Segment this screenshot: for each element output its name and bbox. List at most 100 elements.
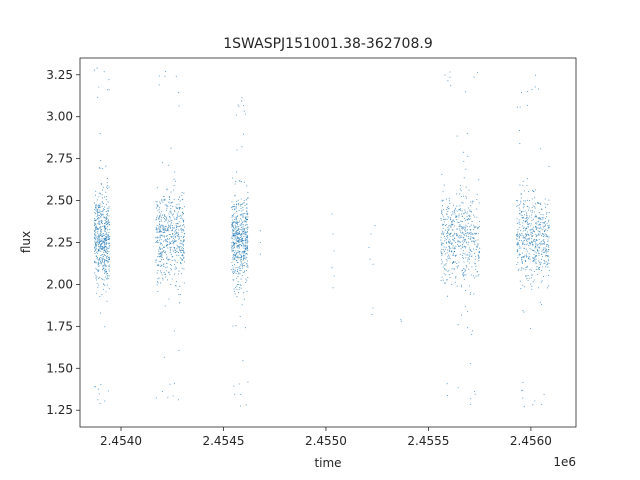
data-point — [537, 246, 539, 248]
data-point — [467, 207, 469, 209]
data-point — [527, 233, 529, 235]
data-point — [524, 259, 526, 261]
data-point — [241, 96, 243, 99]
data-point — [181, 259, 183, 261]
data-point — [172, 395, 174, 397]
data-point — [460, 209, 462, 211]
y-tick-label: 1.25 — [46, 403, 73, 417]
data-point — [531, 214, 533, 216]
data-point — [545, 255, 547, 257]
data-point — [471, 202, 473, 204]
data-point — [160, 254, 162, 256]
data-point — [155, 237, 157, 239]
data-point — [101, 269, 104, 271]
data-point — [98, 243, 100, 245]
data-point — [103, 268, 105, 270]
data-point — [240, 262, 242, 264]
data-point — [244, 247, 247, 249]
data-point — [169, 264, 172, 266]
data-point — [246, 232, 248, 234]
data-point — [96, 210, 99, 212]
data-point — [474, 232, 476, 234]
data-point — [447, 257, 449, 260]
data-point — [97, 270, 99, 273]
data-point — [95, 204, 98, 206]
data-point — [107, 255, 109, 257]
data-point — [238, 251, 240, 254]
data-point — [167, 396, 169, 398]
data-point — [531, 228, 533, 230]
data-point — [177, 399, 179, 401]
data-point — [95, 190, 97, 192]
data-point — [167, 226, 169, 228]
data-point — [240, 198, 242, 200]
data-point — [180, 261, 182, 263]
data-point — [469, 293, 471, 295]
data-point — [173, 240, 175, 242]
data-point — [525, 235, 527, 237]
data-point — [444, 229, 447, 231]
data-point — [520, 211, 522, 214]
data-point — [457, 387, 459, 389]
data-point — [548, 166, 550, 168]
data-point — [244, 249, 246, 251]
data-point — [521, 261, 523, 263]
data-point — [520, 234, 522, 236]
data-point — [233, 243, 235, 245]
data-point — [172, 189, 175, 191]
data-point — [523, 205, 525, 207]
data-point — [235, 253, 237, 255]
data-point — [173, 209, 175, 211]
data-point — [102, 213, 104, 215]
data-point — [97, 399, 99, 401]
data-point — [445, 269, 447, 271]
data-point — [234, 271, 236, 273]
data-point — [464, 274, 466, 276]
data-point — [547, 254, 549, 257]
data-point — [547, 256, 549, 258]
data-point — [446, 260, 448, 262]
data-point — [536, 223, 538, 225]
data-point — [169, 249, 171, 252]
data-point — [160, 216, 163, 218]
data-point — [442, 227, 444, 229]
data-point — [520, 92, 523, 94]
data-point — [97, 261, 99, 263]
data-point — [158, 211, 161, 213]
data-point — [158, 265, 160, 267]
data-point — [162, 162, 164, 164]
data-point — [516, 250, 519, 252]
data-point — [465, 195, 467, 197]
data-point — [165, 250, 167, 253]
data-point — [95, 277, 97, 279]
data-point — [446, 242, 448, 244]
data-point — [96, 257, 98, 259]
data-point — [181, 231, 183, 233]
data-point — [548, 269, 550, 271]
data-point — [237, 240, 239, 242]
data-point — [447, 241, 450, 243]
data-point — [97, 211, 99, 214]
data-point — [94, 261, 96, 263]
data-point — [160, 259, 162, 261]
data-point — [548, 263, 550, 265]
data-point — [156, 240, 159, 242]
data-point — [532, 241, 534, 243]
data-point — [181, 246, 183, 249]
data-point — [160, 238, 162, 240]
data-point — [456, 234, 458, 236]
data-point — [104, 208, 106, 211]
data-point — [466, 232, 468, 234]
data-point — [461, 227, 463, 229]
data-point — [183, 256, 185, 258]
data-point — [539, 202, 542, 204]
data-point — [530, 283, 532, 285]
data-point — [516, 249, 518, 251]
data-point — [247, 264, 249, 266]
data-point — [478, 251, 480, 253]
data-point — [100, 239, 102, 242]
data-point — [529, 248, 531, 250]
data-point — [478, 260, 480, 262]
data-point — [94, 227, 97, 229]
data-point — [95, 255, 97, 257]
